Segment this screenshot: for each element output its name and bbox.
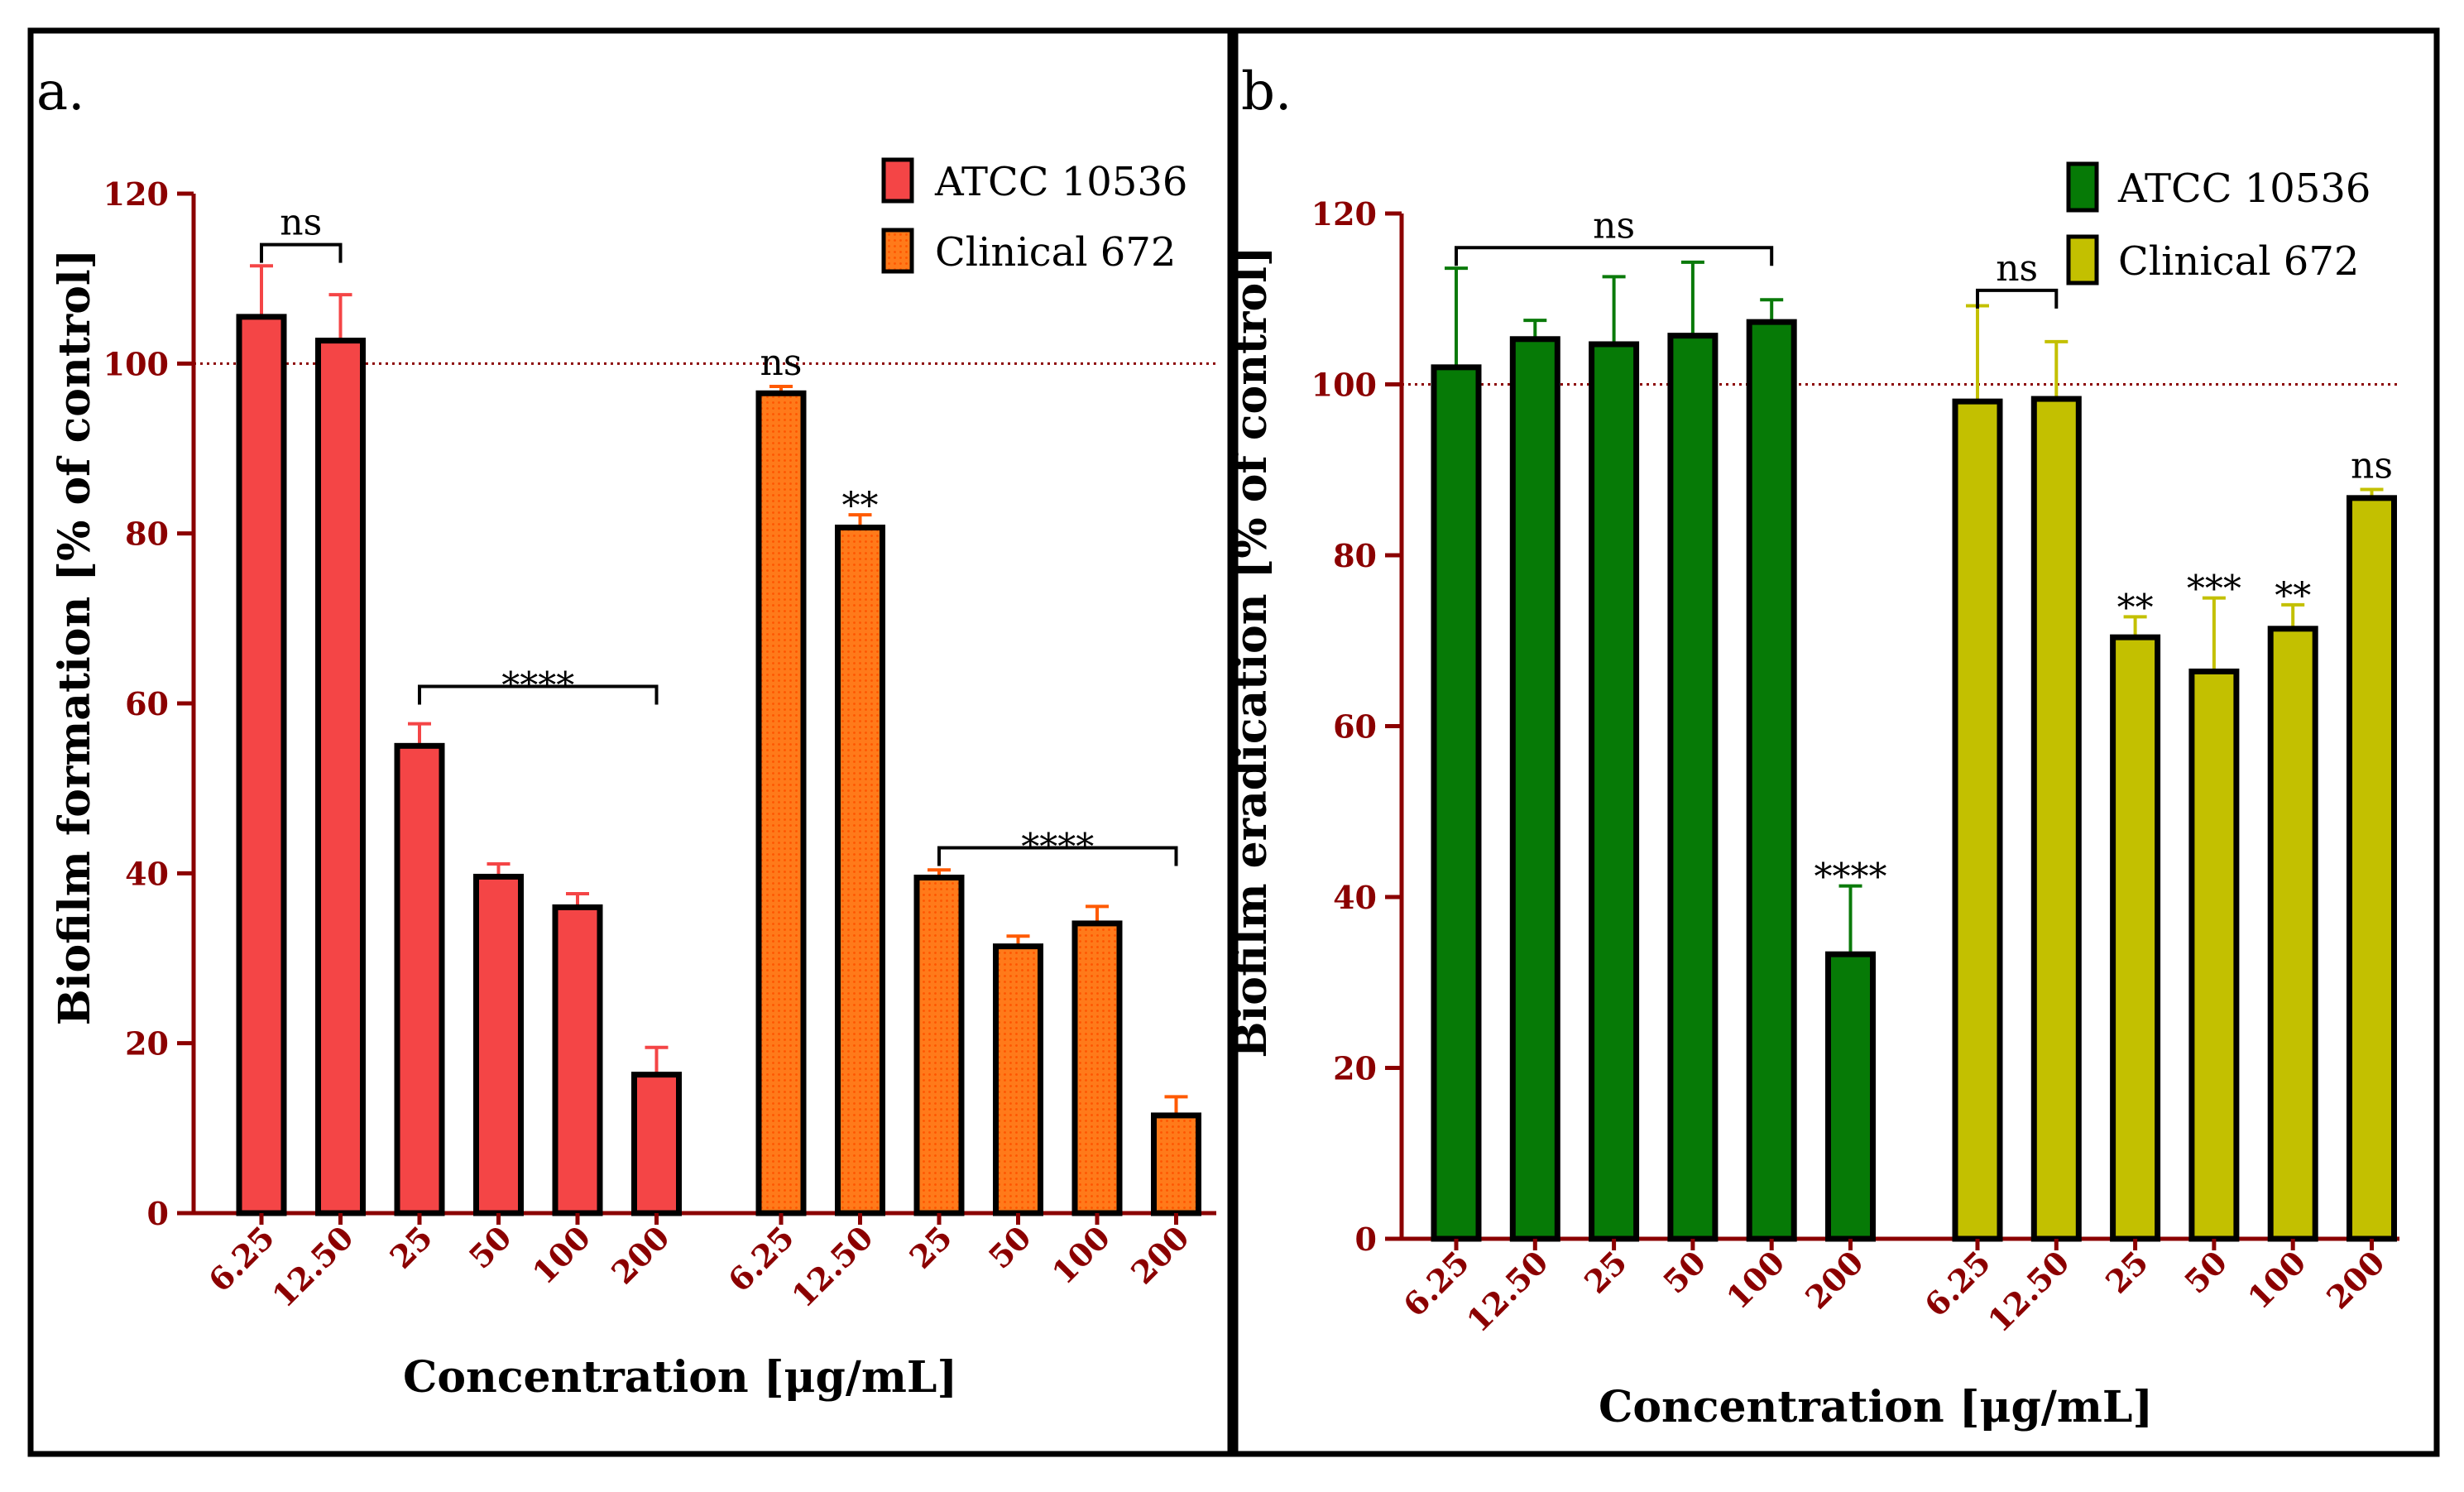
panel-b-legend-swatch-atcc [2066,161,2099,213]
panel-a-significance-label: ns [280,202,322,244]
panel-a-x-tick-label: 25 [902,1219,959,1276]
panel-b-bar [1589,341,1640,1242]
panel-a-bar [835,524,885,1216]
panel-a-bar [552,904,603,1216]
panel-b-bar [1952,398,2003,1242]
panel-a-bar [236,314,287,1216]
panel-a-x-tick-label: 25 [382,1219,439,1276]
panel-a-y-tick-label: 100 [103,345,169,382]
panel-a-legend-swatch-clinical [881,228,914,274]
panel-a-y-tick-label: 20 [125,1025,169,1063]
panel-a-x-tick-label: 100 [1044,1219,1117,1292]
panel-b-y-tick-label: 80 [1333,537,1377,574]
panel-a-significance-bracket [418,684,659,705]
panel-a-y-tick-label: 60 [125,685,169,722]
panel-b-bar [2347,495,2397,1242]
panel-a-frame [27,27,1234,1457]
panel-b-frame [1232,27,2440,1457]
panel-b-bar [1431,364,1482,1242]
panel-b-bar [1667,333,1719,1242]
panel-b-x-tick-label: 12.50 [1981,1244,2077,1340]
panel-b-bar [2267,626,2318,1242]
panel-a-bar [993,943,1043,1216]
panel-a-significance-bracket [937,846,1178,866]
panel-b-label: b. [1241,61,1292,122]
panel-b-significance-label: *** [2187,568,2241,611]
panel-a-x-tick-label: 100 [525,1219,597,1292]
panel-b-ylabel: Biofilm eradication [% of control] [1226,247,1277,1058]
panel-a-bar [1071,920,1123,1216]
panel-b-significance-bracket [1455,246,1774,266]
panel-a-label: a. [36,61,85,122]
panel-b-y-tick-label: 40 [1333,879,1377,916]
panel-a-y-tick-label: 40 [125,855,169,892]
panel-a-significance-bracket [260,242,343,263]
panel-b-legend-swatch-clinical [2066,234,2099,285]
panel-b-bar [1746,319,1797,1242]
panel-a-legend-clinical: Clinical 672 [935,229,1176,276]
panel-b-bar [2030,396,2082,1242]
panel-a-x-tick-label: 200 [604,1219,677,1292]
panel-a-xlabel: Concentration [μg/mL] [403,1352,957,1403]
panel-b-bar [1509,336,1560,1242]
panel-b-x-tick-label: 25 [2098,1244,2155,1301]
panel-a-bar [1151,1112,1201,1216]
panel-a-legend-atcc: ATCC 10536 [934,159,1187,205]
panel-a-legend-swatch-atcc [881,157,914,204]
panel-b-significance-bracket [1976,288,2059,309]
panel-b-x-tick-label: 100 [2241,1244,2313,1317]
panel-b-significance-label: ns [1593,204,1635,247]
panel-a-x-tick-label: 200 [1124,1219,1196,1292]
panel-b-bar [2188,668,2240,1242]
panel-b-x-tick-label: 12.50 [1460,1244,1556,1340]
panel-b-y-tick-label: 20 [1333,1050,1377,1087]
panel-a-significance-label: ** [842,485,879,527]
panel-b-x-tick-label: 50 [2177,1244,2234,1301]
panel-b-significance-label: ** [2117,587,2154,629]
panel-a-ylabel: Biofilm formation [% of control] [50,249,100,1026]
panel-b-y-tick-label: 0 [1355,1221,1377,1258]
panel-a-x-tick-label: 50 [462,1219,519,1276]
panel-a-bar [394,742,445,1216]
panel-a-y-tick-label: 120 [103,175,169,213]
panel-a-bar [631,1072,682,1216]
panel-b-x-tick-label: 200 [2319,1244,2392,1317]
panel-b-x-tick-label: 50 [1656,1244,1713,1301]
panel-a-x-tick-label: 50 [981,1219,1038,1276]
panel-a-bar [315,338,366,1216]
panel-b-significance-label: ns [1996,247,2038,290]
panel-b-bar [2110,634,2161,1242]
panel-a-bar [473,873,524,1216]
panel-b-y-tick-label: 100 [1311,367,1377,404]
panel-b-significance-label: **** [1814,856,1887,899]
panel-a-significance-label: ns [760,342,803,384]
panel-b-significance-label: ns [2351,444,2393,487]
panel-a-bar [755,390,807,1216]
panel-b-legend-atcc: ATCC 10536 [2117,166,2371,212]
panel-b-legend-clinical: Clinical 672 [2118,238,2359,285]
panel-b-y-tick-label: 60 [1333,708,1377,746]
panel-b-y-tick-label: 120 [1311,195,1377,233]
panel-a-bar [913,874,965,1216]
panel-b-significance-label: ** [2275,575,2311,617]
panel-a-significance-label: **** [1021,827,1094,869]
panel-a-significance-label: **** [501,664,574,707]
panel-a-y-tick-label: 0 [147,1195,169,1232]
panel-b-bar [1825,951,1876,1242]
panel-b-x-tick-label: 100 [1719,1244,1792,1317]
panel-b-x-tick-label: 200 [1798,1244,1871,1317]
panel-a-x-tick-label: 12.50 [784,1219,880,1315]
panel-a-y-tick-label: 80 [125,516,169,553]
panel-a-x-tick-label: 12.50 [265,1219,361,1315]
panel-b-xlabel: Concentration [μg/mL] [1599,1382,2153,1432]
panel-b-x-tick-label: 25 [1577,1244,1634,1301]
